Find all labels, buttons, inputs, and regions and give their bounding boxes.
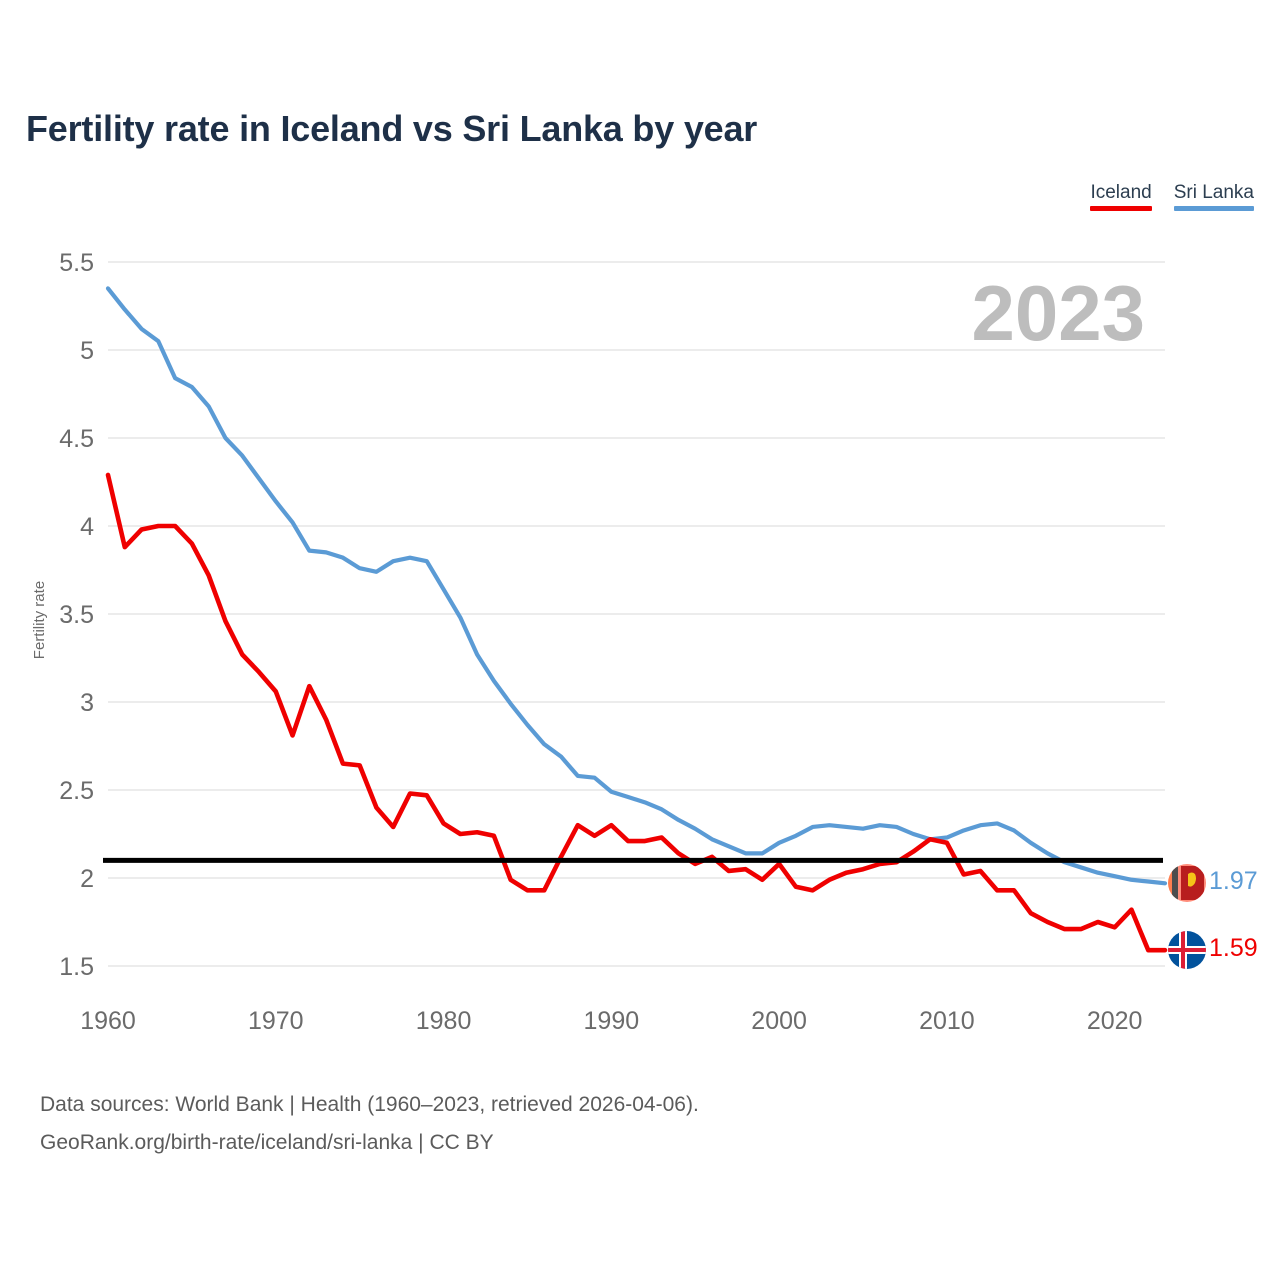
year-watermark: 2023 [971, 269, 1145, 357]
svg-text:2020: 2020 [1087, 1007, 1143, 1035]
svg-text:2.5: 2.5 [59, 777, 94, 805]
legend-swatch-iceland [1090, 206, 1152, 211]
svg-text:1970: 1970 [248, 1007, 304, 1035]
end-value-iceland: 1.59 [1209, 934, 1258, 963]
svg-text:2: 2 [80, 865, 94, 893]
svg-text:5: 5 [80, 337, 94, 365]
flag-badge-iceland [1168, 931, 1206, 970]
legend-item-iceland[interactable]: Iceland [1090, 182, 1152, 211]
chart-legend: Iceland Sri Lanka [1090, 182, 1254, 211]
svg-text:2000: 2000 [751, 1007, 807, 1035]
legend-item-sri-lanka[interactable]: Sri Lanka [1173, 182, 1254, 211]
y-axis-tick-labels: 1.5 2 2.5 3 3.5 4 4.5 5 5.5 [59, 249, 94, 981]
svg-text:1980: 1980 [416, 1007, 472, 1035]
footer-line-url: GeoRank.org/birth-rate/iceland/sri-lanka… [40, 1131, 494, 1154]
svg-text:2010: 2010 [919, 1007, 975, 1035]
svg-text:1960: 1960 [80, 1007, 136, 1035]
footer-line-sources: Data sources: World Bank | Health (1960–… [40, 1093, 699, 1116]
legend-label-iceland: Iceland [1090, 182, 1152, 203]
svg-text:1990: 1990 [584, 1007, 640, 1035]
flag-badge-sri-lanka [1168, 864, 1206, 903]
end-value-sri-lanka: 1.97 [1209, 867, 1258, 896]
svg-text:5.5: 5.5 [59, 249, 94, 277]
line-series-sri-lanka [105, 286, 1168, 886]
x-axis-tick-labels: 1960 1970 1980 1990 2000 2010 2020 [80, 1007, 1142, 1035]
svg-text:3.5: 3.5 [59, 601, 94, 629]
page-title: Fertility rate in Iceland vs Sri Lanka b… [26, 108, 758, 149]
svg-text:1.5: 1.5 [59, 953, 94, 981]
y-axis-label: Fertility rate [31, 581, 48, 659]
svg-text:4.5: 4.5 [59, 425, 94, 453]
footer-attribution: Data sources: World Bank | Health (1960–… [40, 1086, 699, 1162]
svg-text:3: 3 [80, 689, 94, 717]
legend-swatch-sri-lanka [1173, 206, 1254, 211]
legend-label-sri-lanka: Sri Lanka [1173, 182, 1254, 203]
gridlines [108, 261, 1165, 967]
line-series-iceland [105, 472, 1168, 953]
svg-text:4: 4 [80, 513, 94, 541]
